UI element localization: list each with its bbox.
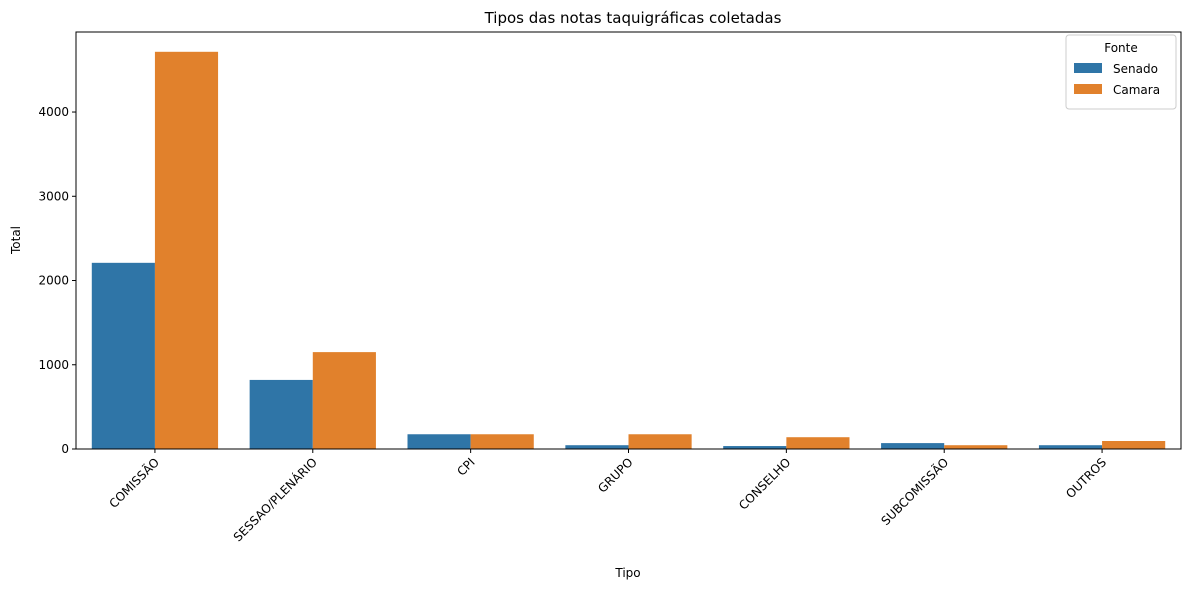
x-tick-label: OUTROS bbox=[1063, 455, 1109, 501]
y-axis-ticks: 0 1000 2000 3000 4000 bbox=[38, 105, 76, 456]
bar-camara-2 bbox=[470, 434, 534, 449]
x-tick-label: CONSELHO bbox=[736, 455, 793, 512]
bar-camara-0 bbox=[154, 51, 219, 450]
bar-senado-1 bbox=[249, 379, 313, 449]
legend-label-camara: Camara bbox=[1113, 83, 1160, 97]
bar-senado-6 bbox=[1038, 445, 1103, 449]
bar-senado-5 bbox=[881, 443, 945, 449]
bar-senado-3 bbox=[565, 445, 629, 449]
x-tick-label: CPI bbox=[454, 455, 477, 478]
bar-senado-2 bbox=[407, 434, 471, 449]
legend-swatch-camara bbox=[1074, 84, 1102, 94]
bar-senado-0 bbox=[91, 262, 155, 449]
legend: Fonte Senado Camara bbox=[1065, 34, 1177, 110]
legend-swatch-senado bbox=[1074, 63, 1102, 73]
legend-label-senado: Senado bbox=[1113, 62, 1158, 76]
x-tick-label: SESSAO/PLENÁRIO bbox=[230, 455, 320, 545]
bar-camara-4 bbox=[786, 437, 850, 449]
bar-camara-1 bbox=[312, 352, 376, 449]
y-tick-label: 0 bbox=[61, 442, 69, 456]
legend-items: Senado Camara bbox=[1074, 62, 1160, 97]
y-tick-label: 2000 bbox=[38, 274, 69, 288]
y-axis-label: Total bbox=[9, 226, 23, 255]
x-axis-ticks: COMISSÃO SESSAO/PLENÁRIO CPI GRUPO CONSELHO S… bbox=[106, 449, 1109, 544]
bar-camara-6 bbox=[1102, 441, 1166, 449]
x-tick-label: COMISSÃO bbox=[106, 455, 162, 511]
y-tick-label: 1000 bbox=[38, 358, 69, 372]
bar-camara-5 bbox=[944, 445, 1008, 449]
bar-senado-4 bbox=[723, 446, 787, 449]
y-tick-label: 4000 bbox=[38, 105, 69, 119]
plot-frame bbox=[75, 31, 1182, 450]
bars-layer bbox=[91, 51, 1166, 450]
bar-camara-3 bbox=[628, 434, 692, 449]
x-tick-label: SUBCOMISSÃO bbox=[878, 455, 952, 529]
x-axis-label: Tipo bbox=[614, 566, 640, 580]
chart-title: Tipos das notas taquigráficas coletadas bbox=[484, 9, 782, 27]
y-tick-label: 3000 bbox=[38, 189, 69, 203]
x-tick-label: GRUPO bbox=[595, 455, 635, 495]
legend-title: Fonte bbox=[1104, 41, 1138, 55]
